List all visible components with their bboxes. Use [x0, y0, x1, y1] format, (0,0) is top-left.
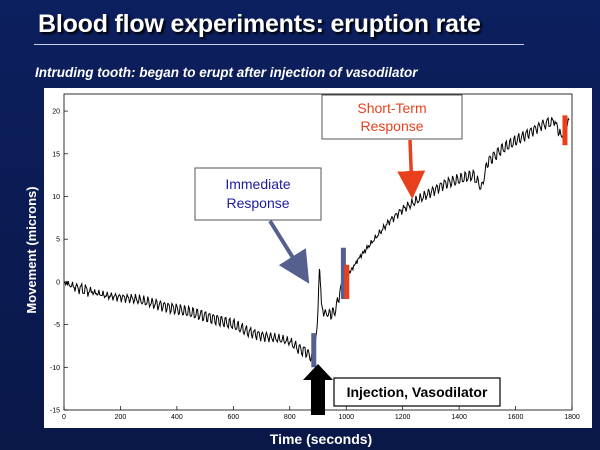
x-tick-label: 1000 — [338, 414, 354, 421]
y-tick-label: -5 — [54, 322, 60, 329]
x-tick-label: 400 — [171, 414, 183, 421]
x-tick-label: 1600 — [508, 414, 524, 421]
slide-subtitle: Intruding tooth: began to erupt after in… — [35, 65, 418, 80]
x-tick-label: 800 — [284, 414, 296, 421]
response-marker-2 — [340, 247, 346, 299]
y-tick-label: 5 — [56, 237, 60, 244]
x-axis-label: Time (seconds) — [270, 431, 372, 447]
response-marker-1 — [311, 333, 317, 368]
response-marker-4 — [562, 115, 568, 146]
injection-label: Injection, Vasodilator — [347, 384, 488, 400]
immediate-label-2: Response — [226, 195, 289, 211]
series-line — [64, 116, 570, 362]
injection-arrow — [303, 364, 333, 415]
y-axis-label: Movement (microns) — [24, 186, 39, 313]
title-divider — [34, 44, 524, 45]
injection-annotation: Injection, Vasodilator — [303, 364, 501, 415]
x-tick-label: 0 — [62, 414, 66, 421]
y-tick-label: 20 — [52, 109, 60, 116]
immediate-annotation: Immediate Response — [194, 167, 322, 284]
response-marker-3 — [344, 264, 350, 299]
x-tick-label: 200 — [115, 414, 127, 421]
slide-title: Blood flow experiments: eruption rate — [38, 10, 481, 38]
immediate-label-1: Immediate — [225, 176, 291, 192]
x-tick-label: 1800 — [564, 414, 580, 421]
x-tick-label: 600 — [227, 414, 239, 421]
shortterm-label-2: Response — [360, 118, 423, 134]
x-tick-label: 1400 — [451, 414, 467, 421]
shortterm-arrow — [397, 139, 426, 199]
y-tick-label: -15 — [50, 408, 60, 415]
immediate-arrow — [268, 219, 310, 284]
y-tick-label: 15 — [52, 151, 60, 158]
shortterm-annotation: Short-Term Response — [321, 94, 463, 199]
y-tick-label: 0 — [56, 279, 60, 286]
x-tick-label: 1200 — [395, 414, 411, 421]
y-tick-label: -10 — [50, 365, 60, 372]
shortterm-label-1: Short-Term — [357, 100, 426, 116]
y-tick-label: 10 — [52, 194, 60, 201]
